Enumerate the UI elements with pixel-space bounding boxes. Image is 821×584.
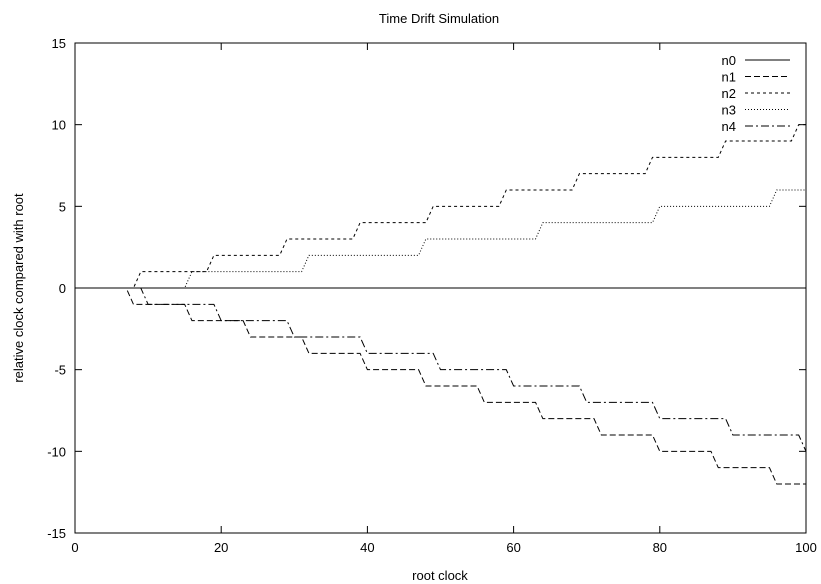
x-tick-label: 100 xyxy=(795,540,817,555)
y-tick-label: -5 xyxy=(54,363,66,378)
y-axis-label: relative clock compared with root xyxy=(11,193,26,383)
y-tick-label: 15 xyxy=(52,36,66,51)
axis-ticks: 0 20 40 60 80 100 15 10 5 0 -5 -10 -15 xyxy=(47,36,817,555)
x-axis-label: root clock xyxy=(412,568,468,583)
x-tick-label: 80 xyxy=(653,540,667,555)
legend-label-n3: n3 xyxy=(722,103,736,118)
y-tick-label: 10 xyxy=(52,118,66,133)
x-tick-label: 0 xyxy=(71,540,78,555)
x-tick-label: 60 xyxy=(506,540,520,555)
chart-title: Time Drift Simulation xyxy=(379,11,499,26)
series-line-n4 xyxy=(75,287,807,452)
series-line-n2 xyxy=(75,124,806,289)
y-tick-label: -15 xyxy=(47,526,66,541)
legend-label-n4: n4 xyxy=(722,119,736,134)
x-tick-label: 20 xyxy=(214,540,228,555)
y-tick-label: -10 xyxy=(47,444,66,459)
series-line-n1 xyxy=(75,287,806,485)
x-tick-label: 40 xyxy=(360,540,374,555)
y-tick-label: 0 xyxy=(59,281,66,296)
series-layer xyxy=(75,124,807,485)
series-line-n3 xyxy=(75,189,806,289)
legend-label-n0: n0 xyxy=(722,53,736,68)
legend-label-n2: n2 xyxy=(722,86,736,101)
legend-label-n1: n1 xyxy=(722,70,736,85)
y-tick-label: 5 xyxy=(59,199,66,214)
